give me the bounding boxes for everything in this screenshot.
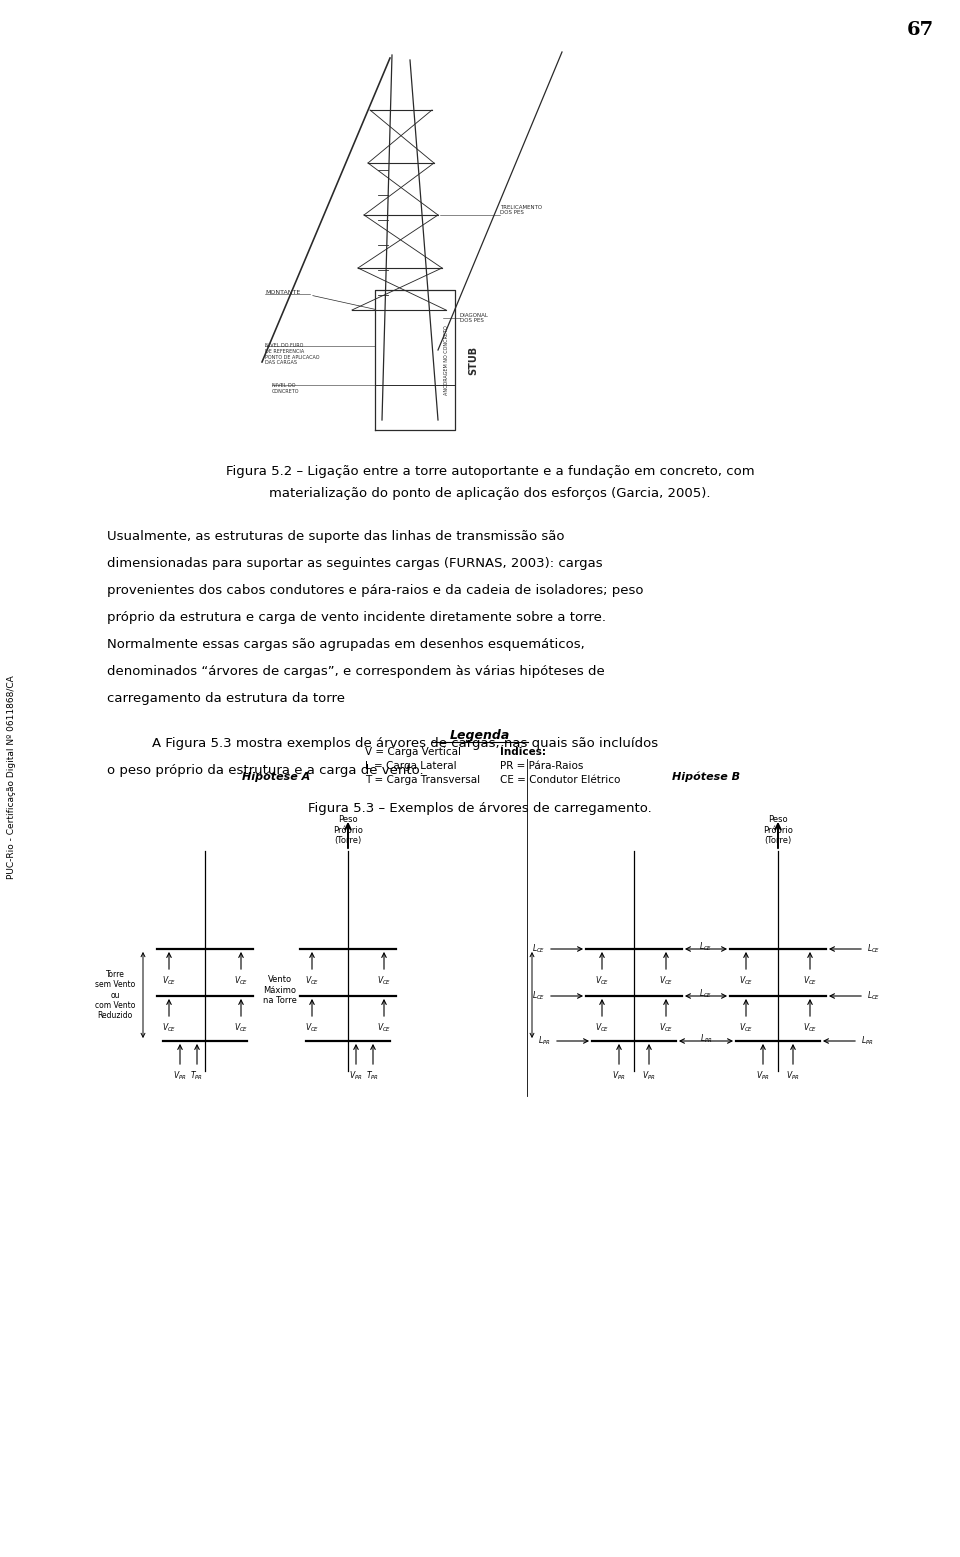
Text: $V_{CE}$: $V_{CE}$ bbox=[595, 975, 610, 987]
Text: $V_{CE}$: $V_{CE}$ bbox=[739, 975, 754, 987]
Text: TRELICAMENTO
DOS PES: TRELICAMENTO DOS PES bbox=[500, 204, 542, 215]
Text: PR = Pára-Raios: PR = Pára-Raios bbox=[500, 761, 584, 771]
Text: $V_{PR}$: $V_{PR}$ bbox=[612, 1070, 626, 1082]
Text: Peso
Próprio
(Torre): Peso Próprio (Torre) bbox=[333, 814, 363, 845]
Text: $V_{PR}$: $V_{PR}$ bbox=[642, 1070, 656, 1082]
Text: $L_{CE}$: $L_{CE}$ bbox=[532, 942, 545, 956]
Text: $T_{PR}$: $T_{PR}$ bbox=[190, 1070, 204, 1082]
Text: MONTANTE: MONTANTE bbox=[265, 290, 300, 294]
Text: $V_{PR}$: $V_{PR}$ bbox=[756, 1070, 770, 1082]
Text: $L_{PR}$: $L_{PR}$ bbox=[539, 1035, 551, 1048]
Text: STUB: STUB bbox=[468, 346, 478, 375]
Text: dimensionadas para suportar as seguintes cargas (FURNAS, 2003): cargas: dimensionadas para suportar as seguintes… bbox=[107, 557, 603, 570]
Text: PUC-Rio - Certificação Digital Nº 0611868/CA: PUC-Rio - Certificação Digital Nº 061186… bbox=[8, 676, 16, 878]
Text: materialização do ponto de aplicação dos esforços (Garcia, 2005).: materialização do ponto de aplicação dos… bbox=[269, 487, 710, 500]
Text: $L_{CE}$: $L_{CE}$ bbox=[532, 990, 545, 1003]
Text: $V_{CE}$: $V_{CE}$ bbox=[377, 1021, 391, 1034]
Text: ANCORAGEM NO CONCRETO: ANCORAGEM NO CONCRETO bbox=[444, 325, 449, 395]
Text: A Figura 5.3 mostra exemplos de árvores de cargas, nas quais são incluídos: A Figura 5.3 mostra exemplos de árvores … bbox=[152, 736, 659, 750]
Text: provenientes dos cabos condutores e pára-raios e da cadeia de isoladores; peso: provenientes dos cabos condutores e pára… bbox=[107, 584, 643, 596]
Text: NIVEL DO
CONCRETO: NIVEL DO CONCRETO bbox=[272, 383, 300, 394]
Text: CE = Condutor Elétrico: CE = Condutor Elétrico bbox=[500, 775, 620, 785]
Text: $V_{CE}$: $V_{CE}$ bbox=[595, 1021, 610, 1034]
Text: carregamento da estrutura da torre: carregamento da estrutura da torre bbox=[107, 691, 345, 705]
Text: $L_{CE}$: $L_{CE}$ bbox=[867, 942, 880, 956]
Text: Figura 5.2 – Ligação entre a torre autoportante e a fundação em concreto, com: Figura 5.2 – Ligação entre a torre autop… bbox=[226, 466, 755, 478]
Text: T = Carga Transversal: T = Carga Transversal bbox=[365, 775, 480, 785]
Text: 67: 67 bbox=[906, 20, 933, 39]
Text: $L_{PR}$: $L_{PR}$ bbox=[700, 1032, 712, 1045]
Text: $V_{CE}$: $V_{CE}$ bbox=[162, 1021, 177, 1034]
Text: $V_{PR}$: $V_{PR}$ bbox=[349, 1070, 363, 1082]
Text: $V_{CE}$: $V_{CE}$ bbox=[162, 975, 177, 987]
Text: Hipótese B: Hipótese B bbox=[672, 771, 740, 782]
Text: Índices:: Índices: bbox=[500, 747, 546, 757]
Text: $L_{CE}$: $L_{CE}$ bbox=[699, 987, 712, 1000]
Text: $V_{PR}$: $V_{PR}$ bbox=[786, 1070, 800, 1082]
Text: Usualmente, as estruturas de suporte das linhas de transmissão são: Usualmente, as estruturas de suporte das… bbox=[107, 529, 564, 543]
Text: NIVEL DO FURO
DE REFERENCIA
PONTO DE APLICACAO
DAS CARGAS: NIVEL DO FURO DE REFERENCIA PONTO DE APL… bbox=[265, 343, 320, 366]
Text: Normalmente essas cargas são agrupadas em desenhos esquemáticos,: Normalmente essas cargas são agrupadas e… bbox=[107, 638, 585, 651]
Text: $V_{CE}$: $V_{CE}$ bbox=[305, 1021, 319, 1034]
Text: $V_{CE}$: $V_{CE}$ bbox=[234, 975, 249, 987]
Text: V = Carga Vertical: V = Carga Vertical bbox=[365, 747, 461, 757]
Text: $V_{CE}$: $V_{CE}$ bbox=[234, 1021, 249, 1034]
Text: Legenda: Legenda bbox=[450, 729, 510, 743]
Text: o peso próprio da estrutura e a carga de vento.: o peso próprio da estrutura e a carga de… bbox=[107, 764, 423, 777]
Text: L = Carga Lateral: L = Carga Lateral bbox=[365, 761, 457, 771]
Text: Hipótese A: Hipótese A bbox=[242, 771, 311, 782]
Text: Torre
sem Vento
ou
com Vento
Reduzido: Torre sem Vento ou com Vento Reduzido bbox=[95, 970, 135, 1020]
Text: $V_{CE}$: $V_{CE}$ bbox=[803, 1021, 817, 1034]
Text: Peso
Próprio
(Torre): Peso Próprio (Torre) bbox=[763, 814, 793, 845]
Text: $L_{PR}$: $L_{PR}$ bbox=[861, 1035, 874, 1048]
Text: Figura 5.3 – Exemplos de árvores de carregamento.: Figura 5.3 – Exemplos de árvores de carr… bbox=[308, 802, 652, 814]
Text: $V_{CE}$: $V_{CE}$ bbox=[377, 975, 391, 987]
Text: $V_{CE}$: $V_{CE}$ bbox=[659, 1021, 673, 1034]
Text: $V_{PR}$: $V_{PR}$ bbox=[173, 1070, 187, 1082]
Text: $L_{CE}$: $L_{CE}$ bbox=[867, 990, 880, 1003]
Text: $V_{CE}$: $V_{CE}$ bbox=[659, 975, 673, 987]
Text: $V_{CE}$: $V_{CE}$ bbox=[739, 1021, 754, 1034]
Text: denominados “árvores de cargas”, e correspondem às várias hipóteses de: denominados “árvores de cargas”, e corre… bbox=[107, 665, 605, 677]
Text: Vento
Máximo
na Torre: Vento Máximo na Torre bbox=[263, 975, 297, 1004]
Text: $V_{CE}$: $V_{CE}$ bbox=[803, 975, 817, 987]
Text: próprio da estrutura e carga de vento incidente diretamente sobre a torre.: próprio da estrutura e carga de vento in… bbox=[107, 610, 606, 624]
Text: $V_{CE}$: $V_{CE}$ bbox=[305, 975, 319, 987]
Text: $T_{PR}$: $T_{PR}$ bbox=[367, 1070, 379, 1082]
Text: DIAGONAL
DOS PES: DIAGONAL DOS PES bbox=[460, 313, 489, 324]
Text: $L_{CE}$: $L_{CE}$ bbox=[699, 940, 712, 953]
